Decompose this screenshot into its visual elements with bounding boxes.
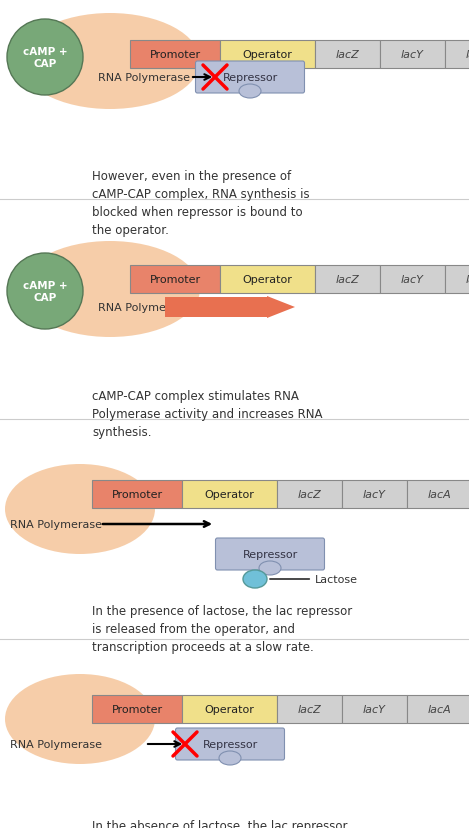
Text: is released from the operator, and: is released from the operator, and: [92, 623, 295, 635]
Ellipse shape: [5, 465, 155, 554]
Bar: [315, 266, 380, 294]
Text: In the absence of lactose, the lac repressor: In the absence of lactose, the lac repre…: [92, 819, 348, 828]
Bar: [380, 41, 445, 69]
Text: Promoter: Promoter: [150, 50, 201, 60]
Text: the operator.: the operator.: [92, 224, 169, 237]
Bar: [445, 41, 469, 69]
Text: lacY: lacY: [363, 704, 386, 714]
Text: synthesis.: synthesis.: [92, 426, 151, 439]
Text: lacZ: lacZ: [298, 489, 321, 499]
Ellipse shape: [20, 14, 200, 110]
Bar: [315, 41, 380, 69]
Text: Repressor: Repressor: [222, 73, 278, 83]
Text: Promoter: Promoter: [112, 704, 163, 714]
Bar: [220, 41, 315, 69]
Bar: [277, 480, 342, 508]
Bar: [92, 480, 182, 508]
Bar: [407, 696, 469, 723]
Text: Repressor: Repressor: [203, 739, 257, 749]
Bar: [92, 696, 182, 723]
Bar: [130, 41, 220, 69]
FancyArrow shape: [165, 296, 295, 319]
Ellipse shape: [5, 674, 155, 764]
Text: Polymerase activity and increases RNA: Polymerase activity and increases RNA: [92, 407, 323, 421]
FancyBboxPatch shape: [215, 538, 325, 570]
Text: In the presence of lactose, the lac repressor: In the presence of lactose, the lac repr…: [92, 604, 352, 617]
Bar: [220, 266, 315, 294]
Text: lacA: lacA: [428, 489, 451, 499]
Text: Operator: Operator: [242, 50, 293, 60]
Text: Promoter: Promoter: [150, 275, 201, 285]
Text: RNA Polymerase: RNA Polymerase: [98, 303, 190, 313]
Ellipse shape: [259, 561, 281, 575]
Text: lacZ: lacZ: [336, 275, 359, 285]
Text: Operator: Operator: [242, 275, 293, 285]
Bar: [130, 266, 220, 294]
Text: Operator: Operator: [204, 489, 255, 499]
Bar: [182, 480, 277, 508]
FancyBboxPatch shape: [196, 62, 304, 94]
Text: lacA: lacA: [428, 704, 451, 714]
Text: cAMP +
CAP: cAMP + CAP: [23, 47, 68, 69]
Bar: [380, 266, 445, 294]
Text: cAMP-CAP complex stimulates RNA: cAMP-CAP complex stimulates RNA: [92, 389, 299, 402]
Text: Operator: Operator: [204, 704, 255, 714]
Text: Promoter: Promoter: [112, 489, 163, 499]
Text: lacY: lacY: [401, 275, 424, 285]
Text: Lactose: Lactose: [270, 575, 358, 585]
Text: However, even in the presence of: However, even in the presence of: [92, 170, 291, 183]
Text: cAMP +
CAP: cAMP + CAP: [23, 281, 68, 302]
Bar: [342, 696, 407, 723]
FancyBboxPatch shape: [175, 728, 285, 760]
Bar: [277, 696, 342, 723]
Circle shape: [7, 20, 83, 96]
Text: transcription proceeds at a slow rate.: transcription proceeds at a slow rate.: [92, 640, 314, 653]
Circle shape: [7, 253, 83, 330]
Ellipse shape: [219, 751, 241, 765]
Ellipse shape: [243, 570, 267, 588]
Text: blocked when repressor is bound to: blocked when repressor is bound to: [92, 205, 303, 219]
Text: RNA Polymerase: RNA Polymerase: [98, 73, 190, 83]
Text: lacA: lacA: [466, 50, 469, 60]
Text: lacY: lacY: [363, 489, 386, 499]
Bar: [445, 266, 469, 294]
Bar: [342, 480, 407, 508]
Bar: [182, 696, 277, 723]
Text: lacZ: lacZ: [336, 50, 359, 60]
Bar: [407, 480, 469, 508]
Ellipse shape: [20, 242, 200, 338]
Text: RNA Polymerase: RNA Polymerase: [10, 519, 102, 529]
Ellipse shape: [239, 85, 261, 99]
Text: RNA Polymerase: RNA Polymerase: [10, 739, 102, 749]
Text: lacA: lacA: [466, 275, 469, 285]
Text: cAMP-CAP complex, RNA synthesis is: cAMP-CAP complex, RNA synthesis is: [92, 188, 310, 200]
Text: lacZ: lacZ: [298, 704, 321, 714]
Text: lacY: lacY: [401, 50, 424, 60]
Text: Repressor: Repressor: [242, 549, 298, 560]
